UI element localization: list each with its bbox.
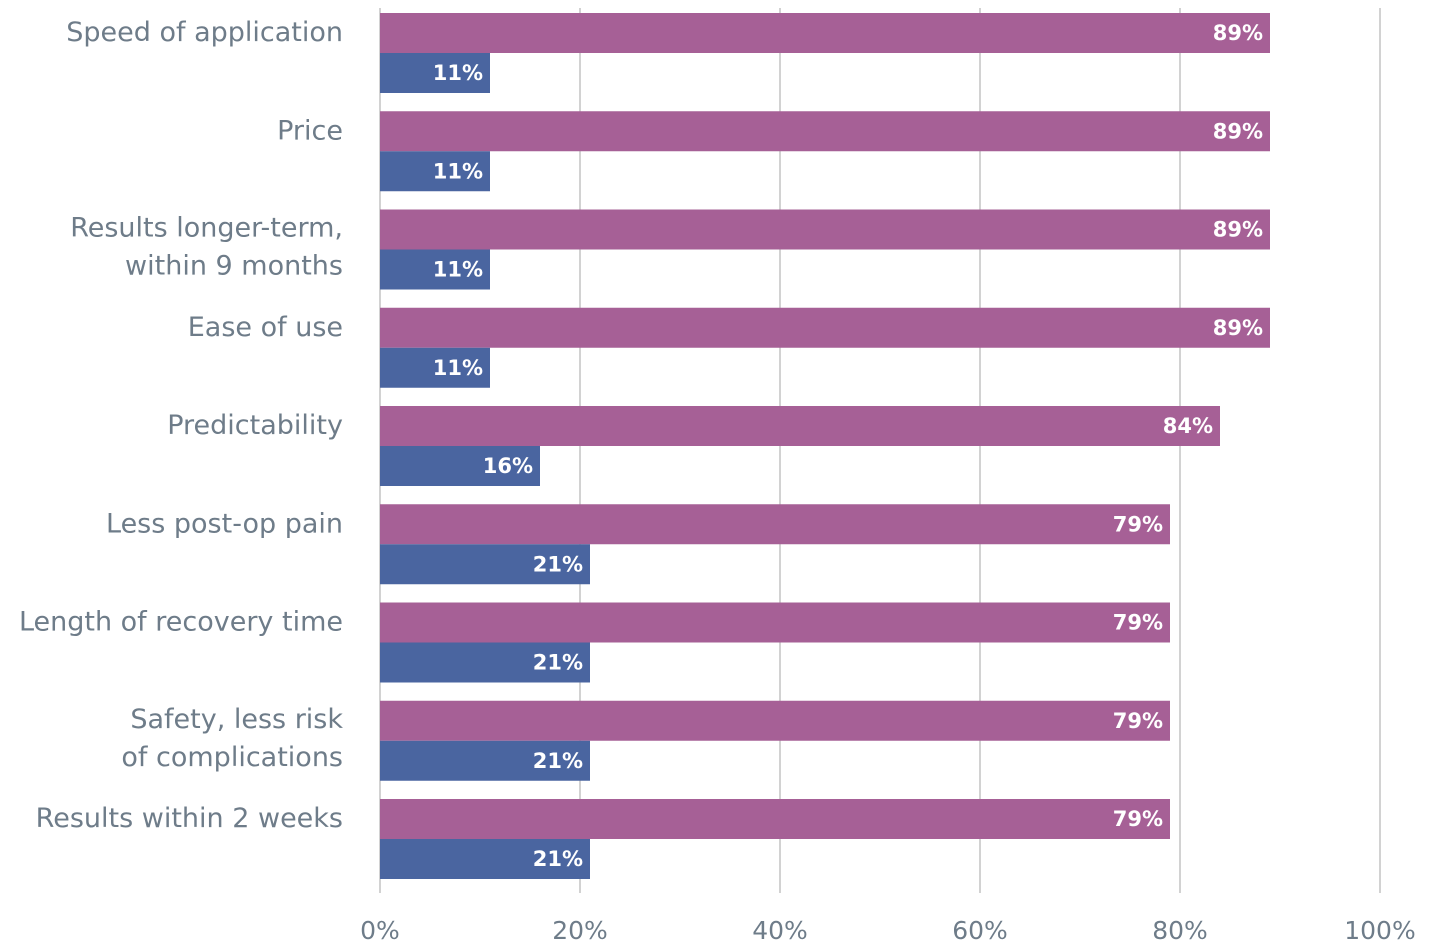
value-label: 21% [533, 847, 583, 871]
x-tick-label: 0% [360, 916, 400, 943]
value-label: 89% [1213, 21, 1263, 45]
value-label: 79% [1113, 807, 1163, 831]
value-label: 84% [1163, 414, 1213, 438]
bar [380, 307, 1270, 348]
x-tick-label: 40% [752, 916, 808, 943]
category-label: Predictability [167, 410, 343, 441]
x-tick-label: 100% [1344, 916, 1415, 943]
value-label: 79% [1113, 709, 1163, 733]
value-label: 79% [1113, 512, 1163, 536]
bar [380, 406, 1220, 446]
bar [380, 347, 490, 388]
bar [380, 642, 590, 683]
value-label: 11% [433, 356, 483, 380]
value-label: 89% [1213, 119, 1263, 143]
bar [380, 700, 1170, 741]
value-label: 21% [533, 552, 583, 576]
bar [380, 446, 540, 486]
value-label: 89% [1213, 316, 1263, 340]
category-label: Less post-op pain [106, 508, 343, 539]
bar [380, 209, 1270, 250]
value-label: 21% [533, 651, 583, 675]
value-label: 11% [433, 258, 483, 282]
category-label: Price [277, 115, 343, 146]
category-label: Results longer-term, within 9 months [70, 212, 343, 281]
value-label: 21% [533, 749, 583, 773]
value-label: 11% [433, 159, 483, 183]
value-label: 79% [1113, 611, 1163, 635]
bar [380, 53, 490, 93]
bar [380, 839, 590, 879]
bar [380, 13, 1270, 53]
category-label: Ease of use [188, 311, 343, 342]
category-label: Safety, less risk of complications [121, 703, 343, 772]
category-label: Speed of application [66, 17, 343, 48]
category-label: Length of recovery time [19, 606, 343, 637]
bar [380, 249, 490, 290]
x-tick-label: 60% [952, 916, 1008, 943]
bar [380, 151, 490, 192]
value-label: 16% [483, 454, 533, 478]
bar [380, 740, 590, 781]
bar [380, 799, 1170, 839]
bar [380, 504, 1170, 545]
x-tick-label: 20% [552, 916, 608, 943]
bar [380, 111, 1270, 152]
bar [380, 602, 1170, 643]
bar [380, 544, 590, 585]
category-label: Results within 2 weeks [36, 803, 343, 834]
value-label: 89% [1213, 218, 1263, 242]
x-tick-label: 80% [1152, 916, 1208, 943]
value-label: 11% [433, 61, 483, 85]
